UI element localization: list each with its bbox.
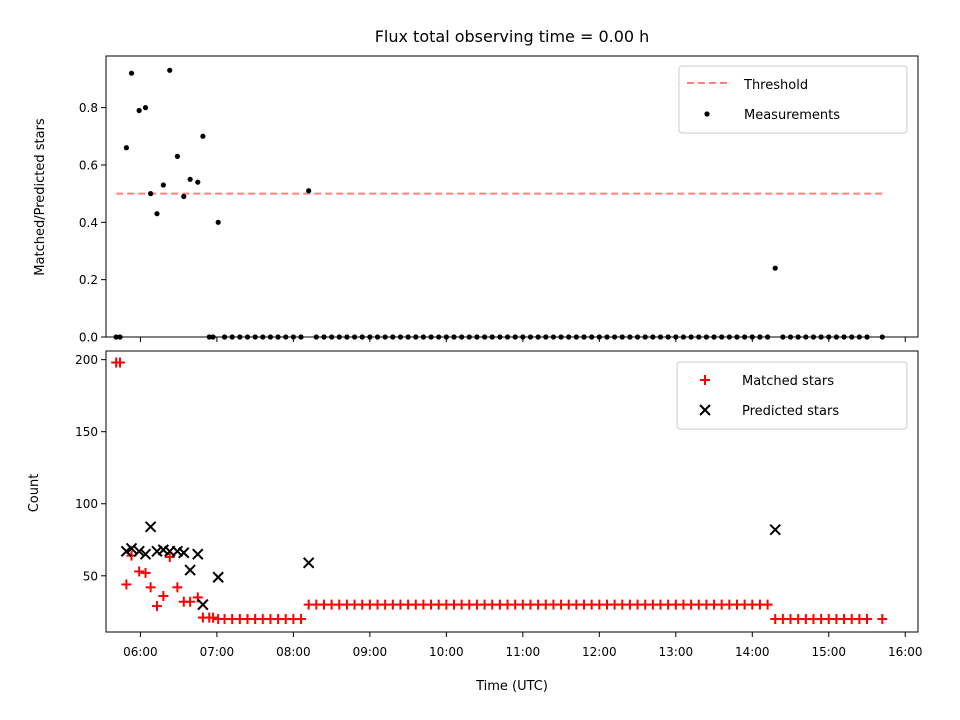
measurement-point [772,265,778,271]
measurement-point [128,70,135,76]
x-tick-label: 16:00 [888,645,923,659]
bottom-axes-frame [105,350,919,633]
y-tick-label-top: 0.6 [79,158,98,172]
x-tick-label: 09:00 [353,645,388,659]
top-plot-ratio: 0.0 0.2 0.4 0.6 0.8 Threshold Measurements [79,55,919,345]
y-axis-label-top: Matched/Predicted stars [33,118,48,276]
measurement-point [142,105,149,111]
matched-star-point [185,596,196,607]
predicted-star-point [197,598,209,611]
measurement-point [136,107,142,114]
matched-star-point [158,590,169,601]
measurement-point [215,219,221,225]
legend-measurements-swatch [704,111,710,117]
predicted-star-point [769,523,781,536]
x-tick-label: 14:00 [735,645,770,659]
x-tick-label: 13:00 [659,645,694,659]
matched-star-point [862,614,873,625]
x-tick-label: 10:00 [429,645,464,659]
legend-threshold-label: Threshold [743,78,808,93]
legend-bottom-box [676,361,908,430]
y-tick-label-bottom: 100 [75,497,98,511]
matched-star-point [121,579,132,590]
x-tick-label: 06:00 [123,645,158,659]
matched-star-point [145,582,156,593]
y-tick-label-top: 0.8 [79,101,98,115]
legend-predicted-label: Predicted stars [742,404,839,419]
y-tick-label-bottom: 50 [83,569,98,583]
measurement-point [167,67,173,73]
x-tick-label: 11:00 [506,645,541,659]
measurement-point [174,153,180,159]
predicted-star-point [302,557,315,569]
predicted-star-point [192,548,204,560]
x-axis-label: Time (UTC) [475,679,548,694]
matched-star-point [296,614,307,625]
legend-predicted-swatch [699,404,711,416]
predicted-star-point [184,564,196,576]
measurement-point [187,176,193,182]
legend-matched-swatch [700,375,710,385]
legend-top: Threshold Measurements [678,65,908,134]
predicted-star-point [139,548,152,560]
x-tick-label: 08:00 [276,645,311,659]
predicted-star-point [133,545,145,558]
matched-star-point [115,357,126,368]
predicted-star-point [125,542,138,555]
y-tick-label-top: 0.0 [79,331,98,345]
measurement-point [123,145,129,151]
top-axes-frame [105,55,919,338]
matched-star-point [151,601,162,612]
predicted-star-point [144,521,157,533]
x-tick-label: 15:00 [811,645,846,659]
measurement-point [306,188,312,194]
measurement-point [160,182,166,188]
matched-star-point [877,614,888,625]
matched-star-point [140,567,151,578]
measurement-point [195,179,201,185]
y-tick-label-bottom: 200 [75,353,98,367]
y-tick-label-bottom: 150 [75,425,98,439]
y-tick-label-top: 0.4 [79,216,98,230]
legend-matched-label: Matched stars [742,374,834,389]
x-tick-label: 07:00 [200,645,235,659]
matched-star-point [172,582,183,593]
measurement-point [148,191,154,197]
measurement-point [200,133,206,139]
y-tick-label-top: 0.2 [79,273,98,287]
x-tick-label: 12:00 [582,645,617,659]
matched-star-point [208,612,219,623]
y-axis-label-bottom: Count [27,474,42,513]
measurement-point [181,193,187,200]
predicted-star-point [178,547,190,559]
matched-star-point [762,599,773,610]
chart-title: Flux total observing time = 0.00 h [375,27,650,46]
legend-top-box [678,65,908,134]
legend-bottom: Matched stars Predicted stars [676,361,908,430]
predicted-star-point [212,571,224,583]
bottom-plot-counts: 50 100 150 200 06:00 07:00 08:00 09:00 10:00 11:0… [75,350,923,659]
legend-measurements-label: Measurements [744,108,840,123]
matched-star-point [164,552,175,563]
measurement-point [154,211,160,217]
matched-star-point [134,566,145,577]
